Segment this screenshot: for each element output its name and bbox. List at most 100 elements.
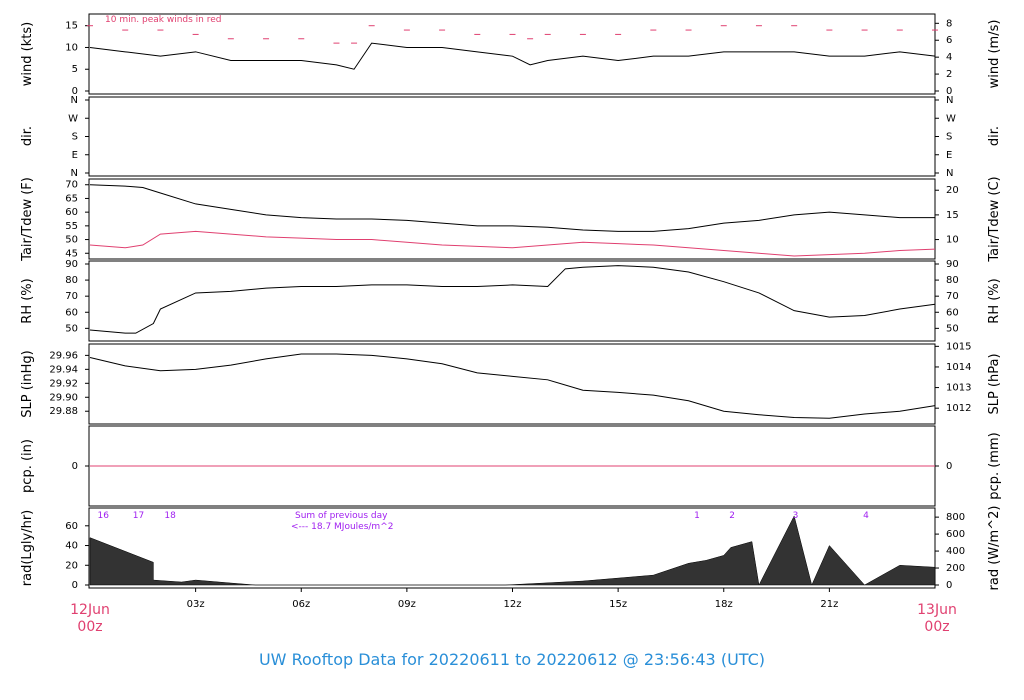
x-tick-label: 06z xyxy=(292,599,310,610)
wind-right-tick-label: 4 xyxy=(946,52,952,63)
rad-series-area xyxy=(89,515,936,586)
pcp-left-tick-label: 0 xyxy=(72,461,78,472)
wind-right-tick-label: 6 xyxy=(946,35,952,46)
slp-left-tick-label: 29.92 xyxy=(49,378,78,389)
wind-ylabel-left: wind (kts) xyxy=(20,22,35,86)
dir-right-tick-label: E xyxy=(946,150,952,161)
rh-ylabel-right: RH (%) xyxy=(987,278,1002,323)
pcp-ylabel-left: pcp. (in) xyxy=(20,439,35,493)
wind-left-tick-label: 5 xyxy=(72,64,78,75)
slp-right-tick-label: 1012 xyxy=(946,403,971,414)
wind-series-line-0 xyxy=(89,42,936,70)
rad-sum-line2: <--- 18.7 MJoules/m^2 xyxy=(291,522,393,532)
rad-hour-label: 1 xyxy=(694,511,700,521)
slp-right-tick-label: 1015 xyxy=(946,341,971,352)
rad-hour-label-prev: 17 xyxy=(133,511,144,521)
temp-ylabel-right: Tair/Tdew (C) xyxy=(987,176,1002,262)
dir-right-tick-label: N xyxy=(946,95,953,106)
rh-right-tick-label: 50 xyxy=(946,323,959,334)
wind-left-tick-label: 15 xyxy=(65,21,78,32)
temp-series-line-1 xyxy=(89,230,936,257)
rh-series-line-0 xyxy=(89,265,936,334)
dir-ylabel-left: dir. xyxy=(20,126,35,146)
x-start-label-2: 00z xyxy=(77,619,102,635)
rh-right-tick-label: 60 xyxy=(946,307,959,318)
x-tick-label: 03z xyxy=(187,599,205,610)
rad-hour-label: 2 xyxy=(729,511,735,521)
temp-panel xyxy=(88,178,936,260)
rad-ylabel-right: rad (W/m^2) xyxy=(987,506,1002,591)
rh-left-tick-label: 90 xyxy=(65,259,78,270)
wind-right-tick-label: 2 xyxy=(946,69,952,80)
dir-panel xyxy=(88,96,936,177)
temp-right-tick-label: 10 xyxy=(946,235,959,246)
x-tick-label: 18z xyxy=(715,599,733,610)
rad-right-tick-label: 200 xyxy=(946,563,965,574)
slp-ylabel-right: SLP (hPa) xyxy=(987,353,1002,414)
dir-left-tick-label: W xyxy=(68,113,78,124)
rad-right-tick-label: 0 xyxy=(946,580,952,591)
wind-left-tick-label: 0 xyxy=(72,86,78,97)
x-tick-label: 15z xyxy=(609,599,627,610)
x-tick-label: 21z xyxy=(820,599,838,610)
rh-left-tick-label: 60 xyxy=(65,307,78,318)
temp-left-tick-label: 60 xyxy=(65,207,78,218)
pcp-ylabel-right: pcp. (mm) xyxy=(987,432,1002,499)
rad-left-tick-label: 0 xyxy=(72,580,78,591)
slp-left-tick-label: 29.88 xyxy=(49,406,78,417)
temp-left-tick-label: 50 xyxy=(65,235,78,246)
rad-left-tick-label: 60 xyxy=(65,521,78,532)
rad-left-tick-label: 40 xyxy=(65,541,78,552)
x-start-label-1: 12Jun xyxy=(70,602,110,618)
rad-hour-label-prev: 18 xyxy=(164,511,176,521)
rh-left-tick-label: 50 xyxy=(65,323,78,334)
wind-panel xyxy=(88,13,936,95)
rh-right-tick-label: 80 xyxy=(946,275,959,286)
rad-sum-line1: Sum of previous day xyxy=(295,511,388,521)
rad-left-tick-label: 20 xyxy=(65,560,78,571)
dir-right-tick-label: S xyxy=(946,132,952,143)
page-title: UW Rooftop Data for 20220611 to 20220612… xyxy=(259,650,765,669)
rh-left-tick-label: 80 xyxy=(65,275,78,286)
slp-left-tick-label: 29.90 xyxy=(49,392,78,403)
wind-left-tick-label: 10 xyxy=(65,42,78,53)
rad-right-tick-label: 400 xyxy=(946,546,965,557)
slp-left-tick-label: 29.94 xyxy=(49,364,78,375)
dir-left-tick-label: E xyxy=(72,150,78,161)
temp-right-tick-label: 20 xyxy=(946,185,959,196)
slp-series-line-0 xyxy=(89,353,936,419)
dir-left-tick-label: S xyxy=(72,132,78,143)
rh-ylabel-left: RH (%) xyxy=(20,278,35,323)
wind-peak-note: 10 min. peak winds in red xyxy=(105,15,222,25)
temp-ylabel-left: Tair/Tdew (F) xyxy=(20,177,35,262)
dir-right-tick-label: N xyxy=(946,168,953,179)
dir-right-tick-label: W xyxy=(946,113,956,124)
dir-left-tick-label: N xyxy=(71,168,78,179)
temp-series-line-0 xyxy=(89,184,935,232)
slp-left-tick-label: 29.96 xyxy=(49,350,78,361)
wind-right-tick-label: 0 xyxy=(946,86,952,97)
slp-right-tick-label: 1013 xyxy=(946,383,971,394)
rad-right-tick-label: 600 xyxy=(946,529,965,540)
rh-right-tick-label: 90 xyxy=(946,259,959,270)
slp-ylabel-left: SLP (inHg) xyxy=(20,350,35,418)
temp-left-tick-label: 65 xyxy=(65,193,78,204)
dir-ylabel-right: dir. xyxy=(987,126,1002,146)
rad-hour-label-prev: 16 xyxy=(98,511,110,521)
x-tick-label: 09z xyxy=(398,599,416,610)
rh-left-tick-label: 70 xyxy=(65,291,78,302)
pcp-right-tick-label: 0 xyxy=(946,461,952,472)
rh-panel xyxy=(88,260,936,342)
x-tick-label: 12z xyxy=(504,599,522,610)
rad-ylabel-left: rad(Lgly/hr) xyxy=(20,510,35,586)
temp-left-tick-label: 55 xyxy=(65,221,78,232)
rad-right-tick-label: 800 xyxy=(946,512,965,523)
slp-panel xyxy=(88,343,936,425)
x-end-label-2: 00z xyxy=(924,619,949,635)
dir-left-tick-label: N xyxy=(71,95,78,106)
wind-right-tick-label: 8 xyxy=(946,18,952,29)
wind-ylabel-right: wind (m/s) xyxy=(987,20,1002,89)
rad-hour-label: 4 xyxy=(863,511,869,521)
temp-left-tick-label: 70 xyxy=(65,180,78,191)
